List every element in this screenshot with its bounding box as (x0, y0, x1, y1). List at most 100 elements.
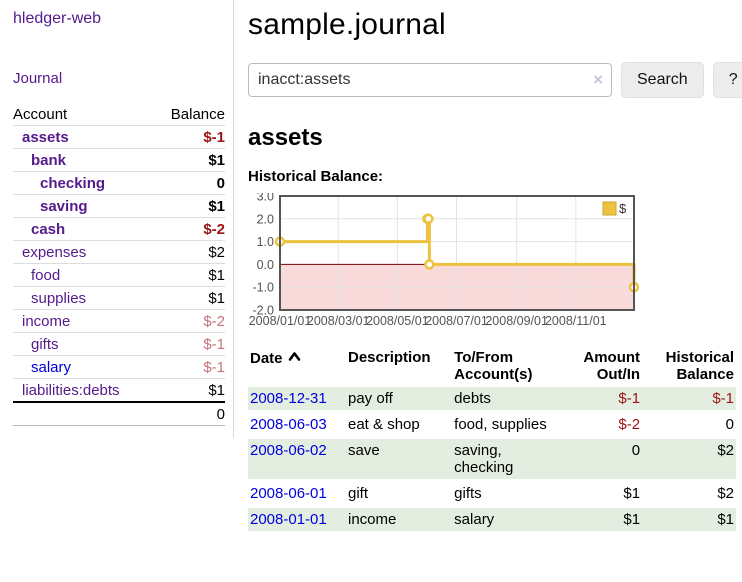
account-balance: $1 (153, 263, 225, 287)
transaction-date-link[interactable]: 2008-06-03 (250, 416, 327, 433)
account-balance: $1 (153, 194, 225, 218)
register-table: Date Description To/From Account(s) Amou… (248, 347, 736, 534)
x-tick-label: 2008/07/01 (425, 314, 488, 328)
main-content: sample.journal × Search ? assets Histori… (248, 0, 742, 534)
chart-svg: 3.0 2.0 1.0 0.0 -1.0 -2.02008/01/012008/03/01… (249, 190, 640, 328)
page-title: sample.journal (248, 8, 446, 41)
account-link-bank[interactable]: bank (31, 152, 67, 169)
transaction-balance: $1 (642, 506, 736, 534)
chevron-up-icon (288, 349, 301, 366)
account-balance: $-1 (153, 355, 225, 379)
register-header-date[interactable]: Date (248, 347, 346, 387)
account-row: salary $-1 (13, 355, 225, 379)
x-tick-label: 2008/05/01 (366, 314, 429, 328)
transaction-description: eat & shop (346, 411, 453, 439)
search-bar: × Search ? (248, 62, 742, 98)
register-row: 2008-06-02 save saving, checking 0 $2 (248, 437, 736, 482)
app-brand-link[interactable]: hledger-web (13, 10, 102, 27)
account-link-cash[interactable]: cash (31, 221, 66, 238)
sidebar-item-journal[interactable]: Journal (13, 70, 63, 87)
y-tick-label: 2.0 (257, 212, 274, 226)
transaction-amount: $-2 (558, 411, 643, 439)
accounts-header-account: Account (13, 106, 68, 123)
chart-title: Historical Balance: (248, 168, 384, 185)
transaction-description: income (346, 506, 453, 534)
account-balance: $1 (153, 148, 225, 172)
account-link-liabilities-debts[interactable]: liabilities:debts (22, 382, 120, 399)
register-header-amount: Amount Out/In (583, 349, 641, 383)
clear-search-icon[interactable]: × (593, 70, 603, 89)
search-button[interactable]: Search (621, 62, 704, 98)
transaction-date-link[interactable]: 2008-06-01 (250, 485, 327, 502)
register-header-accounts: To/From Account(s) (454, 349, 533, 383)
legend-label: $ (619, 201, 627, 216)
accounts-total-row: 0 (13, 401, 225, 426)
account-balance: 0 (153, 171, 225, 195)
transaction-description: gift (346, 480, 453, 508)
y-tick-label: 1.0 (257, 235, 274, 249)
search-input[interactable] (248, 63, 612, 97)
register-row: 2008-01-01 income salary $1 $1 (248, 506, 736, 534)
transaction-balance: $-1 (642, 387, 736, 413)
transaction-balance: $2 (642, 480, 736, 508)
accounts-total-value: 0 (153, 401, 225, 426)
register-header-balance: Historical Balance (665, 349, 734, 383)
sidebar: hledger-web Journal Account Balance asse… (0, 0, 234, 426)
account-row: assets $-1 (13, 125, 225, 149)
account-row: bank $1 (13, 148, 225, 172)
account-link-income[interactable]: income (22, 313, 71, 330)
x-tick-label: 2008/01/01 (249, 314, 312, 328)
account-row: cash $-2 (13, 217, 225, 241)
account-balance: $-1 (153, 125, 225, 149)
transaction-description: pay off (346, 387, 453, 413)
transaction-date-link[interactable]: 2008-12-31 (250, 390, 327, 407)
account-row: expenses $2 (13, 240, 225, 264)
account-row: checking 0 (13, 171, 225, 195)
account-link-food[interactable]: food (31, 267, 61, 284)
data-point-marker (424, 259, 435, 270)
data-point-marker (423, 213, 434, 225)
account-row: food $1 (13, 263, 225, 287)
y-tick-label: 0.0 (257, 258, 274, 272)
account-link-saving[interactable]: saving (40, 198, 88, 215)
x-tick-label: 2008/11/01 (545, 314, 607, 328)
account-link-checking[interactable]: checking (40, 175, 106, 192)
account-balance: $-1 (153, 332, 225, 356)
transaction-accounts: food, supplies (452, 411, 559, 439)
account-row: income $-2 (13, 309, 225, 333)
y-tick-label: -1.0 (252, 281, 274, 295)
register-row: 2008-06-03 eat & shop food, supplies $-2 0 (248, 411, 736, 439)
transaction-balance: $2 (642, 437, 736, 482)
accounts-header-balance: Balance (170, 106, 225, 123)
account-balance: $-2 (153, 217, 225, 241)
legend-swatch (602, 201, 617, 216)
transaction-accounts: saving, checking (452, 437, 559, 482)
transaction-balance: 0 (642, 411, 736, 439)
historical-balance-chart: 3.0 2.0 1.0 0.0 -1.0 -2.0 2008/01/01 2008/03/01… (248, 190, 648, 333)
account-row: saving $1 (13, 194, 225, 218)
register-row: 2008-06-01 gift gifts $1 $2 (248, 480, 736, 508)
account-link-expenses[interactable]: expenses (22, 244, 87, 261)
transaction-accounts: salary (452, 506, 559, 534)
account-balance: $-2 (153, 309, 225, 333)
transaction-date-link[interactable]: 2008-01-01 (250, 511, 327, 528)
account-link-supplies[interactable]: supplies (31, 290, 87, 307)
help-button[interactable]: ? (712, 62, 742, 98)
account-link-salary[interactable]: salary (31, 359, 72, 376)
transaction-accounts: gifts (452, 480, 559, 508)
accounts-table: Account Balance assets $-1 bank $1 checking 0… (13, 103, 225, 426)
transaction-accounts: debts (452, 387, 559, 413)
account-link-gifts[interactable]: gifts (31, 336, 59, 353)
transaction-amount: $1 (558, 506, 643, 534)
account-balance: $1 (153, 286, 225, 310)
transaction-amount: $1 (558, 480, 643, 508)
account-heading: assets (248, 124, 323, 151)
register-row: 2008-12-31 pay off debts $-1 $-1 (248, 387, 736, 413)
account-balance: $1 (153, 378, 225, 402)
account-link-assets[interactable]: assets (22, 129, 69, 146)
sidebar-divider (233, 0, 234, 438)
account-row: liabilities:debts $1 (13, 378, 225, 402)
x-tick-label: 2008/03/01 (307, 314, 370, 328)
account-balance: $2 (153, 240, 225, 264)
transaction-date-link[interactable]: 2008-06-02 (250, 442, 327, 459)
